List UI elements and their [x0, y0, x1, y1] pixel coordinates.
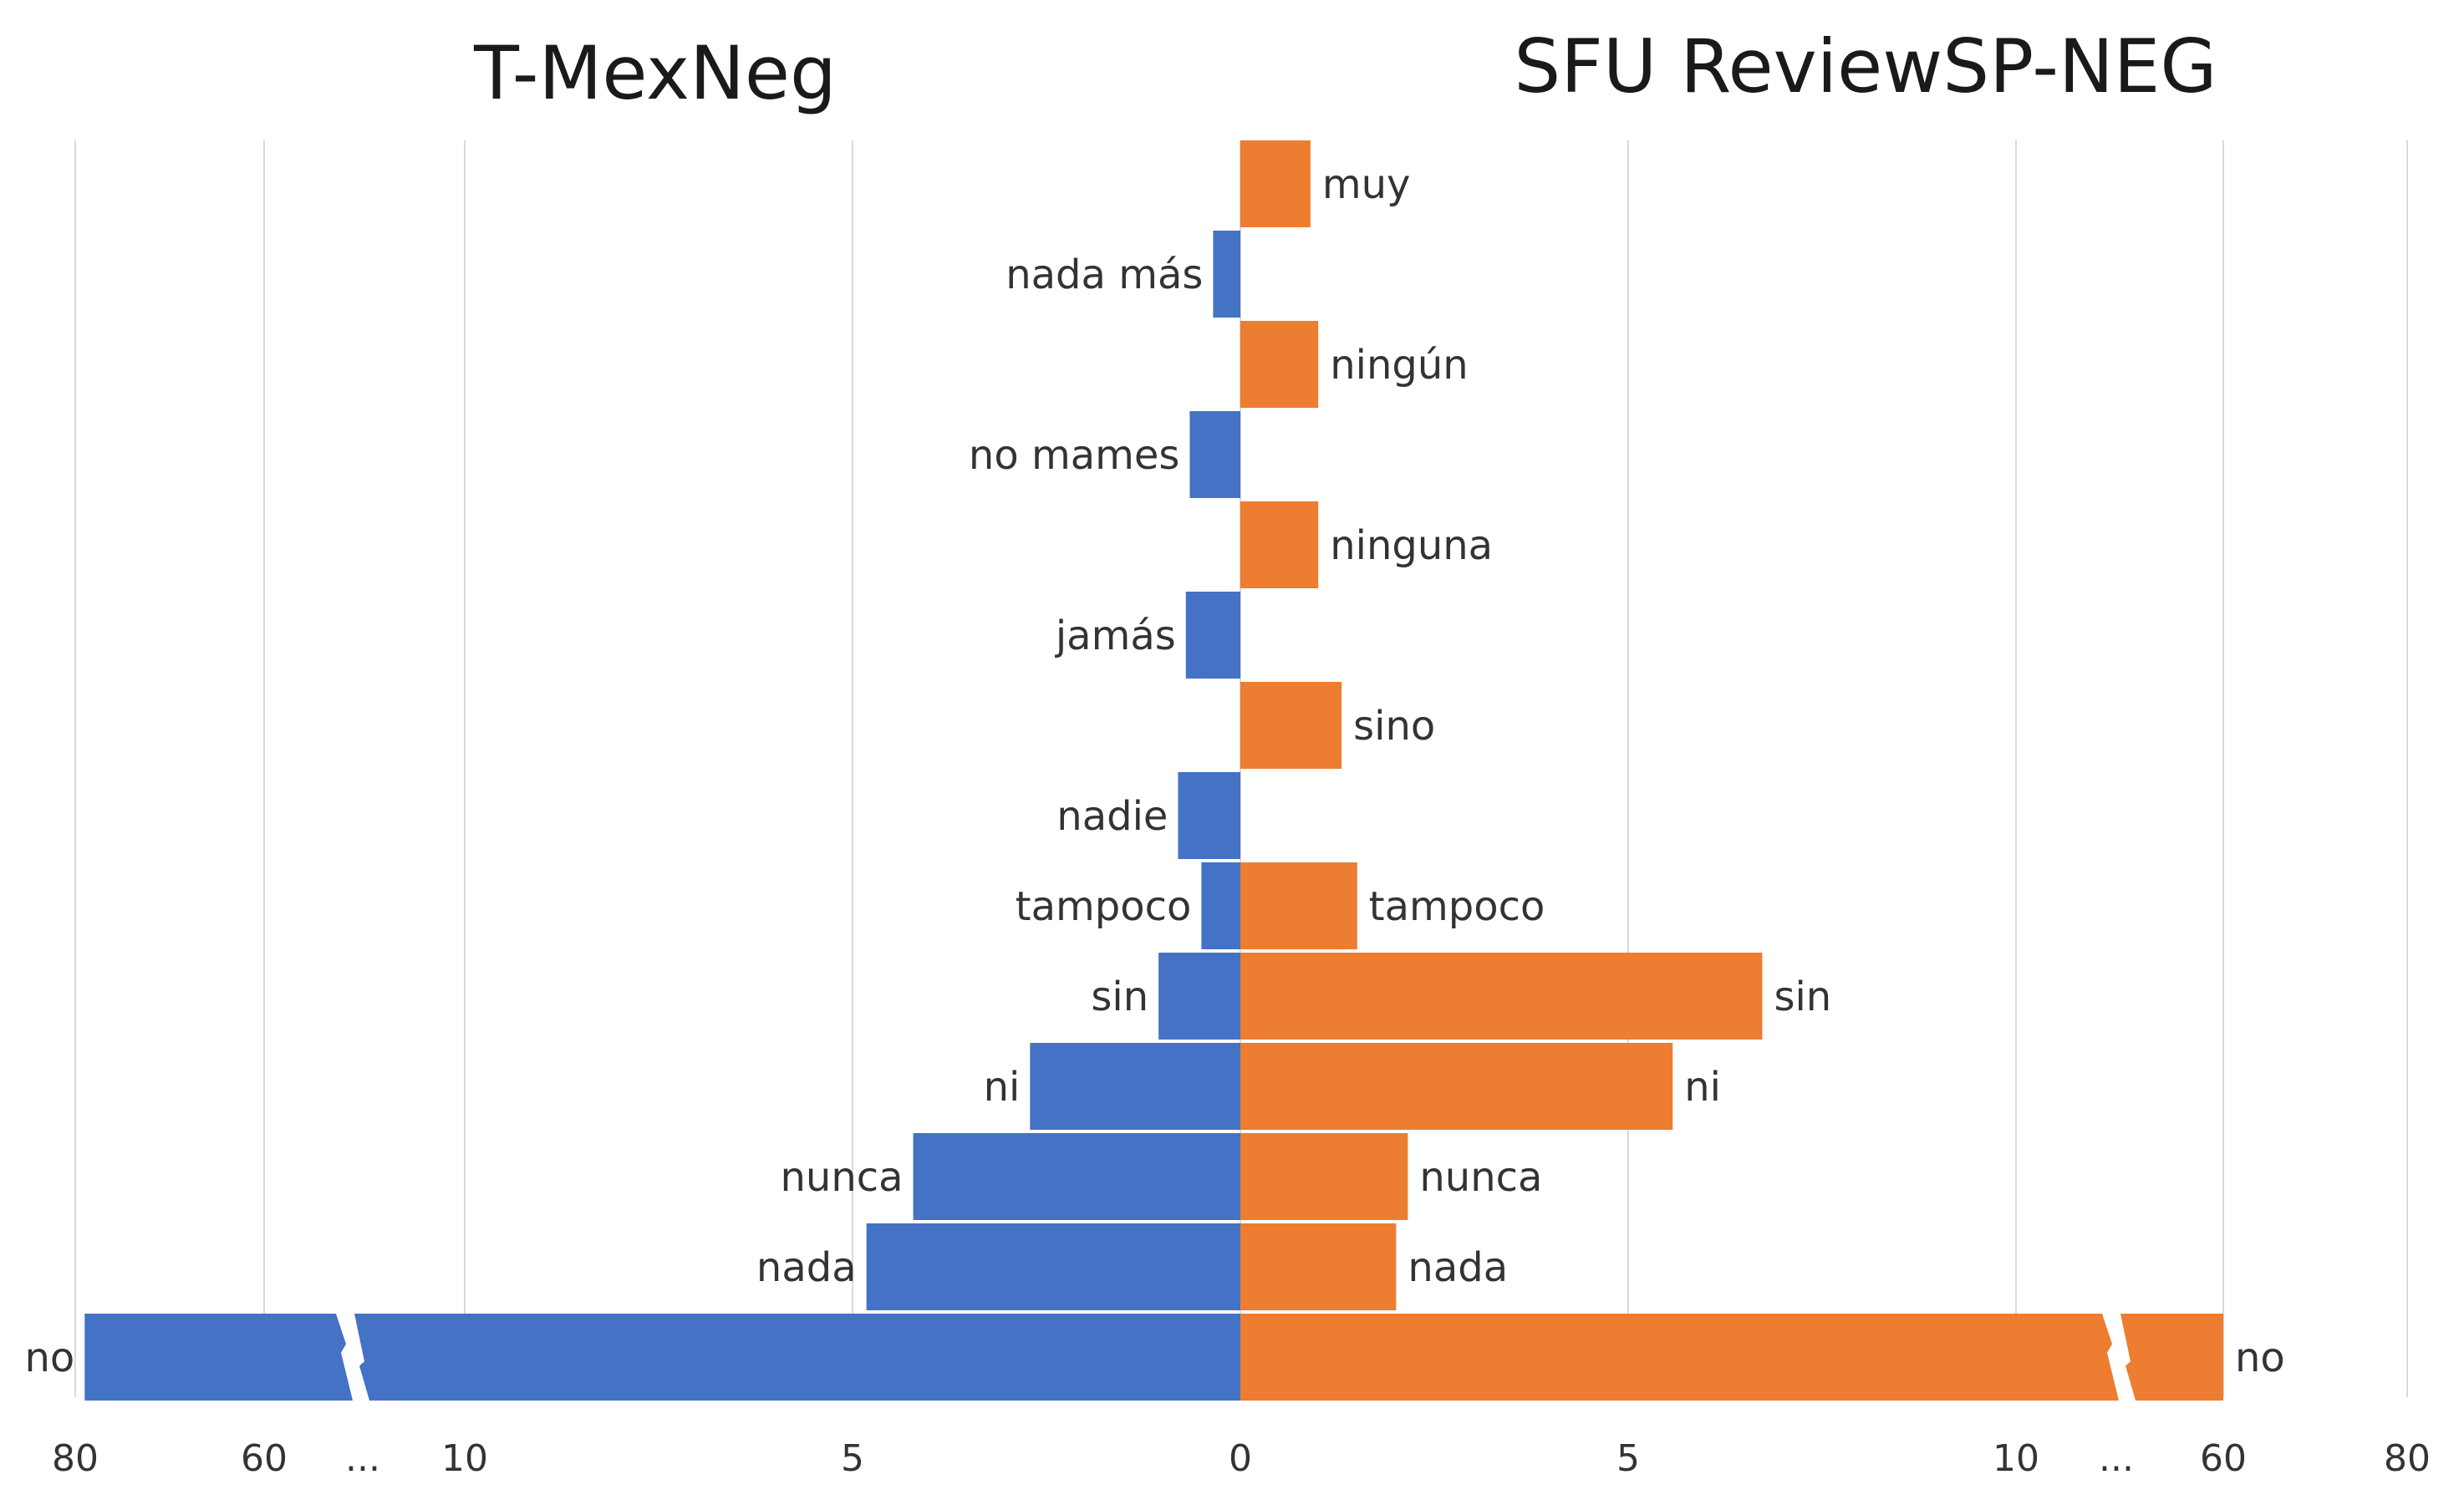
- axis-break-gap: [2102, 1314, 2136, 1401]
- right-bar-2: [1240, 501, 1319, 588]
- left-bar-label-6: ni: [984, 1064, 1021, 1111]
- right-bar-3: [1240, 682, 1342, 769]
- left-bar-3: [1178, 772, 1240, 859]
- right-bar-label-9: no: [2235, 1335, 2285, 1381]
- right-bar-label-8: nada: [1408, 1244, 1508, 1291]
- right-bar-8: [1240, 1223, 1397, 1310]
- left-bar-label-0: nada más: [1005, 252, 1203, 298]
- left-bar-label-3: nadie: [1056, 793, 1168, 840]
- right-bar-label-4: tampoco: [1369, 883, 1545, 930]
- left-bar-8: [866, 1223, 1240, 1310]
- x-tick-right-2: ...: [2099, 1437, 2134, 1480]
- x-tick-right-4: 80: [2384, 1437, 2431, 1480]
- right-bar-7: [1240, 1133, 1408, 1220]
- left-bar-7: [913, 1133, 1240, 1220]
- left-bar-label-5: sin: [1091, 974, 1148, 1020]
- left-bar-9: [84, 1314, 1240, 1401]
- x-tick-left-1: 60: [241, 1437, 288, 1480]
- left-bar-1: [1189, 411, 1240, 498]
- bar-labels: muy nada más ningún no mames ninguna jamás sin…: [25, 161, 2285, 1381]
- left-bar-0: [1213, 231, 1240, 318]
- x-tick-left-2: ...: [345, 1437, 380, 1480]
- left-bar-label-4: tampoco: [1016, 883, 1192, 930]
- x-tick-left-3: 10: [441, 1437, 488, 1480]
- x-axis-ticks: 80 60... 10 5 0 5 10... 60 80: [52, 1437, 2431, 1480]
- left-bar-4: [1201, 862, 1240, 949]
- left-series-bars: [84, 231, 1240, 1401]
- right-bar-1: [1240, 321, 1319, 408]
- x-tick-left-5: 0: [1229, 1437, 1252, 1480]
- right-bar-label-7: nunca: [1419, 1154, 1542, 1201]
- left-bar-2: [1185, 592, 1240, 679]
- right-chart-title: SFU ReviewSP-NEG: [1514, 23, 2217, 109]
- right-bar-label-3: sino: [1353, 703, 1435, 750]
- right-bar-label-2: ninguna: [1330, 522, 1493, 569]
- right-bar-label-1: ningún: [1330, 342, 1469, 389]
- right-series-bars: [1240, 140, 2223, 1401]
- left-bar-label-7: nunca: [780, 1154, 903, 1201]
- right-bar-6: [1240, 1043, 1673, 1130]
- left-bar-6: [1030, 1043, 1240, 1130]
- right-bar-4: [1240, 862, 1357, 949]
- left-bar-label-2: jamás: [1055, 613, 1176, 659]
- left-bar-5: [1158, 953, 1240, 1040]
- right-bar-9: [1240, 1314, 2223, 1401]
- left-bar-label-9: no: [25, 1335, 75, 1381]
- right-bar-label-5: sin: [1774, 974, 1831, 1020]
- right-bar-5: [1240, 953, 1763, 1040]
- right-bar-0: [1240, 140, 1311, 227]
- left-bar-label-8: nada: [756, 1244, 857, 1291]
- right-bar-label-6: ni: [1684, 1064, 1721, 1111]
- x-tick-right-0: 5: [1616, 1437, 1640, 1480]
- x-tick-left-0: 80: [52, 1437, 99, 1480]
- x-tick-left-4: 5: [841, 1437, 864, 1480]
- axis-break-marks: [336, 1314, 2136, 1401]
- left-chart-title: T-MexNeg: [473, 30, 837, 116]
- x-tick-right-1: 10: [1993, 1437, 2039, 1480]
- axis-break-gap: [336, 1314, 369, 1401]
- right-bar-label-0: muy: [1322, 161, 1411, 208]
- x-tick-right-3: 60: [2200, 1437, 2247, 1480]
- left-bar-label-1: no mames: [969, 432, 1180, 479]
